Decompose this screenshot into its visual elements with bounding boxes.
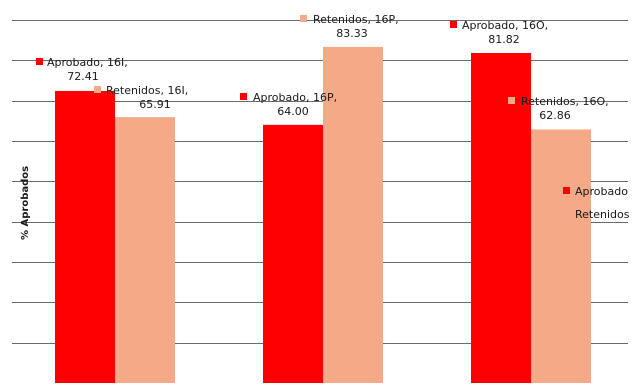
- data-labels: Aprobado, 16I,72.41 Aprobado, 16P,64.00 Ap…: [36, 13, 609, 122]
- data-label-marker: [450, 21, 457, 28]
- bar-retenidos-16i: [115, 117, 175, 384]
- data-label-value: 81.82: [488, 33, 520, 46]
- data-label: Retenidos, 16O,: [521, 95, 609, 108]
- legend-label: Aprobado: [575, 185, 628, 198]
- data-label-value: 72.41: [67, 70, 99, 83]
- bar-retenidos-16o: [531, 129, 591, 383]
- data-label: Aprobado, 16P,: [253, 91, 337, 104]
- bar-aprobado-16i: [55, 90, 115, 383]
- bar-retenidos-16p: [323, 46, 383, 383]
- data-label-marker: [94, 86, 101, 93]
- data-label-value: 62.86: [539, 109, 571, 122]
- data-label: Aprobado, 16I,: [47, 56, 128, 69]
- bar-aprobado-16o: [471, 52, 531, 383]
- data-label: Aprobado, 16O,: [462, 19, 548, 32]
- legend-label: Retenidos: [575, 208, 630, 221]
- data-label-value: 64.00: [277, 105, 309, 118]
- data-label-marker: [300, 15, 307, 22]
- data-label-value: 83.33: [336, 27, 368, 40]
- bars: [55, 46, 591, 384]
- data-label: Retenidos, 16P,: [313, 13, 399, 26]
- legend: Aprobado Retenidos: [563, 185, 630, 221]
- data-label-value: 65.91: [139, 98, 171, 111]
- legend-marker: [563, 187, 570, 194]
- data-label-marker: [36, 58, 43, 65]
- data-label-marker: [240, 93, 247, 100]
- data-label-marker: [508, 97, 515, 104]
- y-axis-label: % Aprobados: [20, 166, 31, 240]
- data-label: Retenidos, 16I,: [106, 84, 188, 97]
- bar-aprobado-16p: [263, 124, 323, 383]
